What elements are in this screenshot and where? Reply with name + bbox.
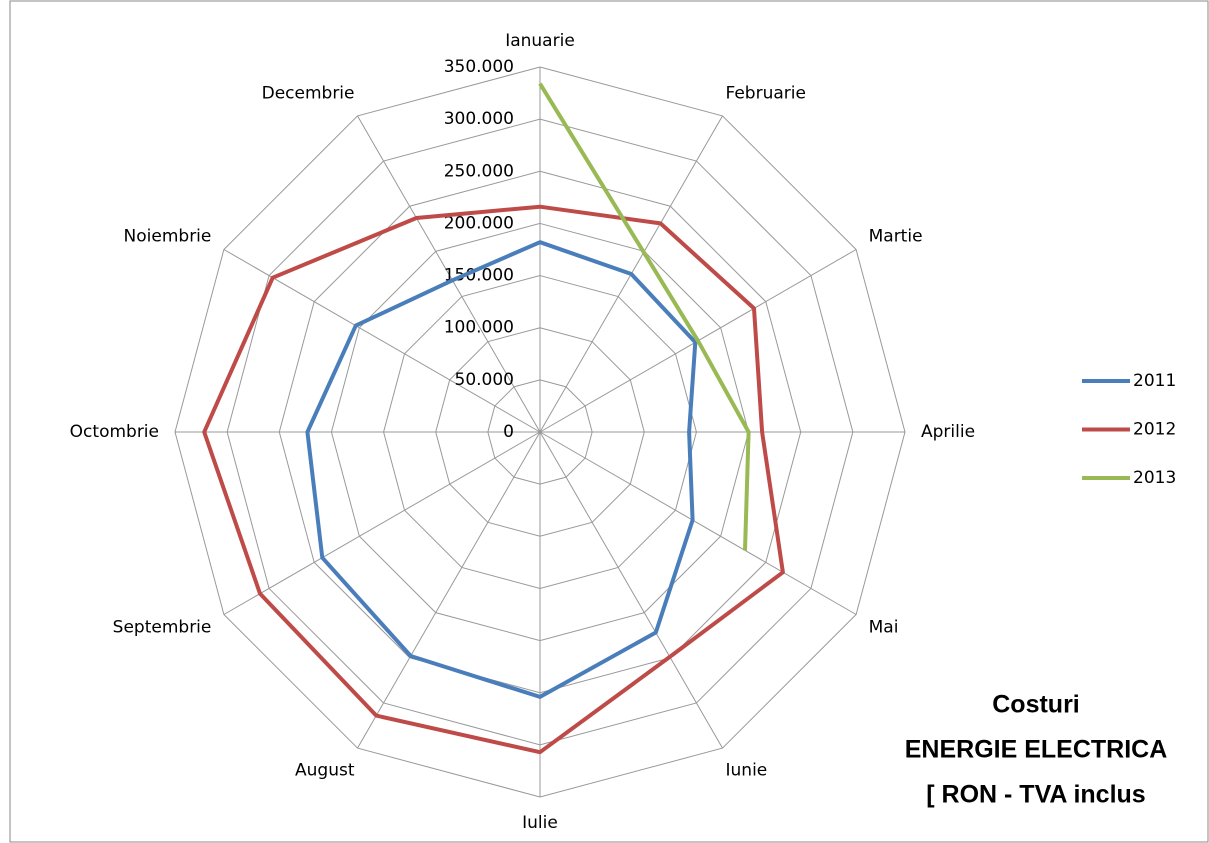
category-label: Mai [869, 618, 899, 638]
spoke [223, 249, 541, 433]
legend-label: 2011 [1133, 371, 1176, 391]
category-label: Aprilie [921, 422, 975, 442]
series-line [305, 240, 698, 699]
category-label: Ianuarie [505, 31, 575, 51]
y-tick-label: 150.000 [444, 266, 514, 286]
category-label: August [295, 761, 355, 781]
category-label: Iulie [522, 813, 558, 833]
category-label: Iunie [726, 761, 768, 781]
category-label: Septembrie [113, 618, 212, 638]
spoke [357, 431, 541, 749]
category-label: Octombrie [70, 422, 159, 442]
y-tick-label: 50.000 [455, 370, 514, 390]
category-label: Februarie [726, 83, 806, 103]
y-tick-label: 300.000 [444, 109, 514, 129]
series-line [202, 204, 785, 755]
chart-title: Costuri [992, 691, 1080, 719]
chart-title: ENERGIE ELECTRICA [905, 736, 1168, 764]
legend-label: 2012 [1133, 420, 1176, 440]
spoke [539, 431, 857, 615]
y-tick-label: 100.000 [444, 318, 514, 338]
series-line [538, 82, 751, 551]
y-tick-label: 350.000 [444, 57, 514, 77]
category-label: Noiembrie [124, 227, 212, 247]
category-label: Decembrie [262, 83, 355, 103]
spoke [223, 431, 541, 615]
y-tick-label: 250.000 [444, 161, 514, 181]
legend-label: 2013 [1133, 468, 1176, 488]
category-label: Martie [869, 227, 923, 247]
spoke [357, 115, 541, 433]
spoke [539, 431, 723, 749]
y-tick-label: 0 [503, 422, 514, 442]
y-tick-label: 200.000 [444, 213, 514, 233]
chart-title: [ RON - TVA inclus [926, 781, 1145, 809]
